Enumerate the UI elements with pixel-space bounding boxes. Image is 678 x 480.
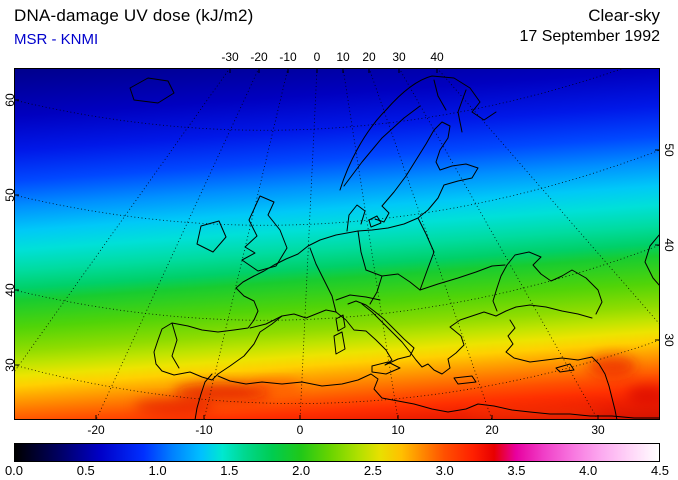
uv-hotspot [627,385,660,403]
coastline-path [457,89,467,133]
coastline-path [343,105,421,187]
coastline-path [368,215,382,228]
coastline-path [129,77,175,104]
coastline-path [171,322,180,369]
lon-label-bottom: 30 [591,423,605,437]
colorbar-tick-label: 2.0 [292,463,311,478]
uv-field [14,68,660,420]
lon-label-bottom: -20 [87,423,105,437]
coastline-path [241,195,288,272]
lon-label-bottom: 10 [391,423,405,437]
meridian-line [398,68,599,420]
lon-label-top: 0 [313,50,321,64]
lon-label-bottom: 0 [296,423,304,437]
lat-label-left: 60 [3,93,17,107]
lat-label-left: 50 [3,188,17,202]
coastline-path [644,233,660,287]
coastline-path [417,217,435,291]
colorbar-tick-label: 0.5 [76,463,95,478]
uv-hotspot [588,355,636,377]
lat-label-right: 30 [662,333,676,347]
coastline-path [153,230,359,381]
lon-label-bottom: 20 [485,423,499,437]
coastline-path [335,294,381,301]
coastline-path [339,75,497,191]
condition-label: Clear-sky [588,6,660,25]
colorbar-tick-label: 2.5 [363,463,382,478]
lat-label-right: 40 [662,238,676,252]
lat-label-left: 30 [3,358,17,372]
lat-label-left: 40 [3,283,17,297]
parallel-line [14,68,626,131]
colorbar-tick-label: 3.0 [435,463,454,478]
coastline-path [333,331,346,355]
map-canvas [14,68,660,420]
coastline-path [371,361,401,375]
coastline-path [194,373,213,420]
coastline-path [335,314,346,332]
lat-label-right: 50 [662,143,676,157]
coastline-path [361,303,497,375]
colorbar-tick-label: 4.0 [579,463,598,478]
lon-label-top: 20 [362,50,376,64]
coastline-path [369,275,383,305]
coastline-path [492,251,603,315]
lon-label-top: -20 [250,50,268,64]
parallel-line [14,244,660,321]
coastline-path [419,264,506,291]
coastline-path [346,204,366,232]
lon-label-bottom: -10 [195,423,213,437]
coastline-path [495,304,593,319]
colorbar-tick-label: 4.5 [650,463,670,478]
meridian-line [368,68,493,420]
coastline-path [196,220,227,253]
parallel-line [14,149,660,226]
lon-label-top: -30 [221,50,239,64]
colorbar-tick-label: 1.5 [220,463,239,478]
coastline-path [217,373,660,419]
uv-hotspot [134,398,214,414]
date-label: 17 September 1992 [519,28,660,45]
meridian-line [203,68,289,420]
coastline-path [453,375,477,385]
colorbar-tick-label: 0.0 [4,463,24,478]
uv-dose-field-map [14,68,660,420]
coastline-path [309,247,337,313]
lon-label-top: 30 [392,50,406,64]
colorbar-tick-label: 1.0 [148,463,167,478]
colorbar-tick-label: 3.5 [507,463,526,478]
uv-hotspot [174,383,270,401]
lon-label-top: 10 [336,50,350,64]
colorbar [14,443,660,462]
coastline-path [433,79,447,111]
coastline-path [357,230,367,271]
coastline-path [397,273,421,291]
uv-hotspot [250,380,302,392]
coastline-path [505,319,618,420]
graticule [14,68,660,420]
lon-label-top: 40 [430,50,444,64]
coastline-borders [129,75,660,420]
coastline-path [335,300,415,366]
lon-label-top: -10 [279,50,297,64]
map-frame-border [14,68,660,420]
page-title: DNA-damage UV dose (kJ/m2) [14,6,254,25]
source-label: MSR - KNMI [14,31,99,48]
coastline-path [555,363,575,373]
coastline-path [249,315,283,329]
